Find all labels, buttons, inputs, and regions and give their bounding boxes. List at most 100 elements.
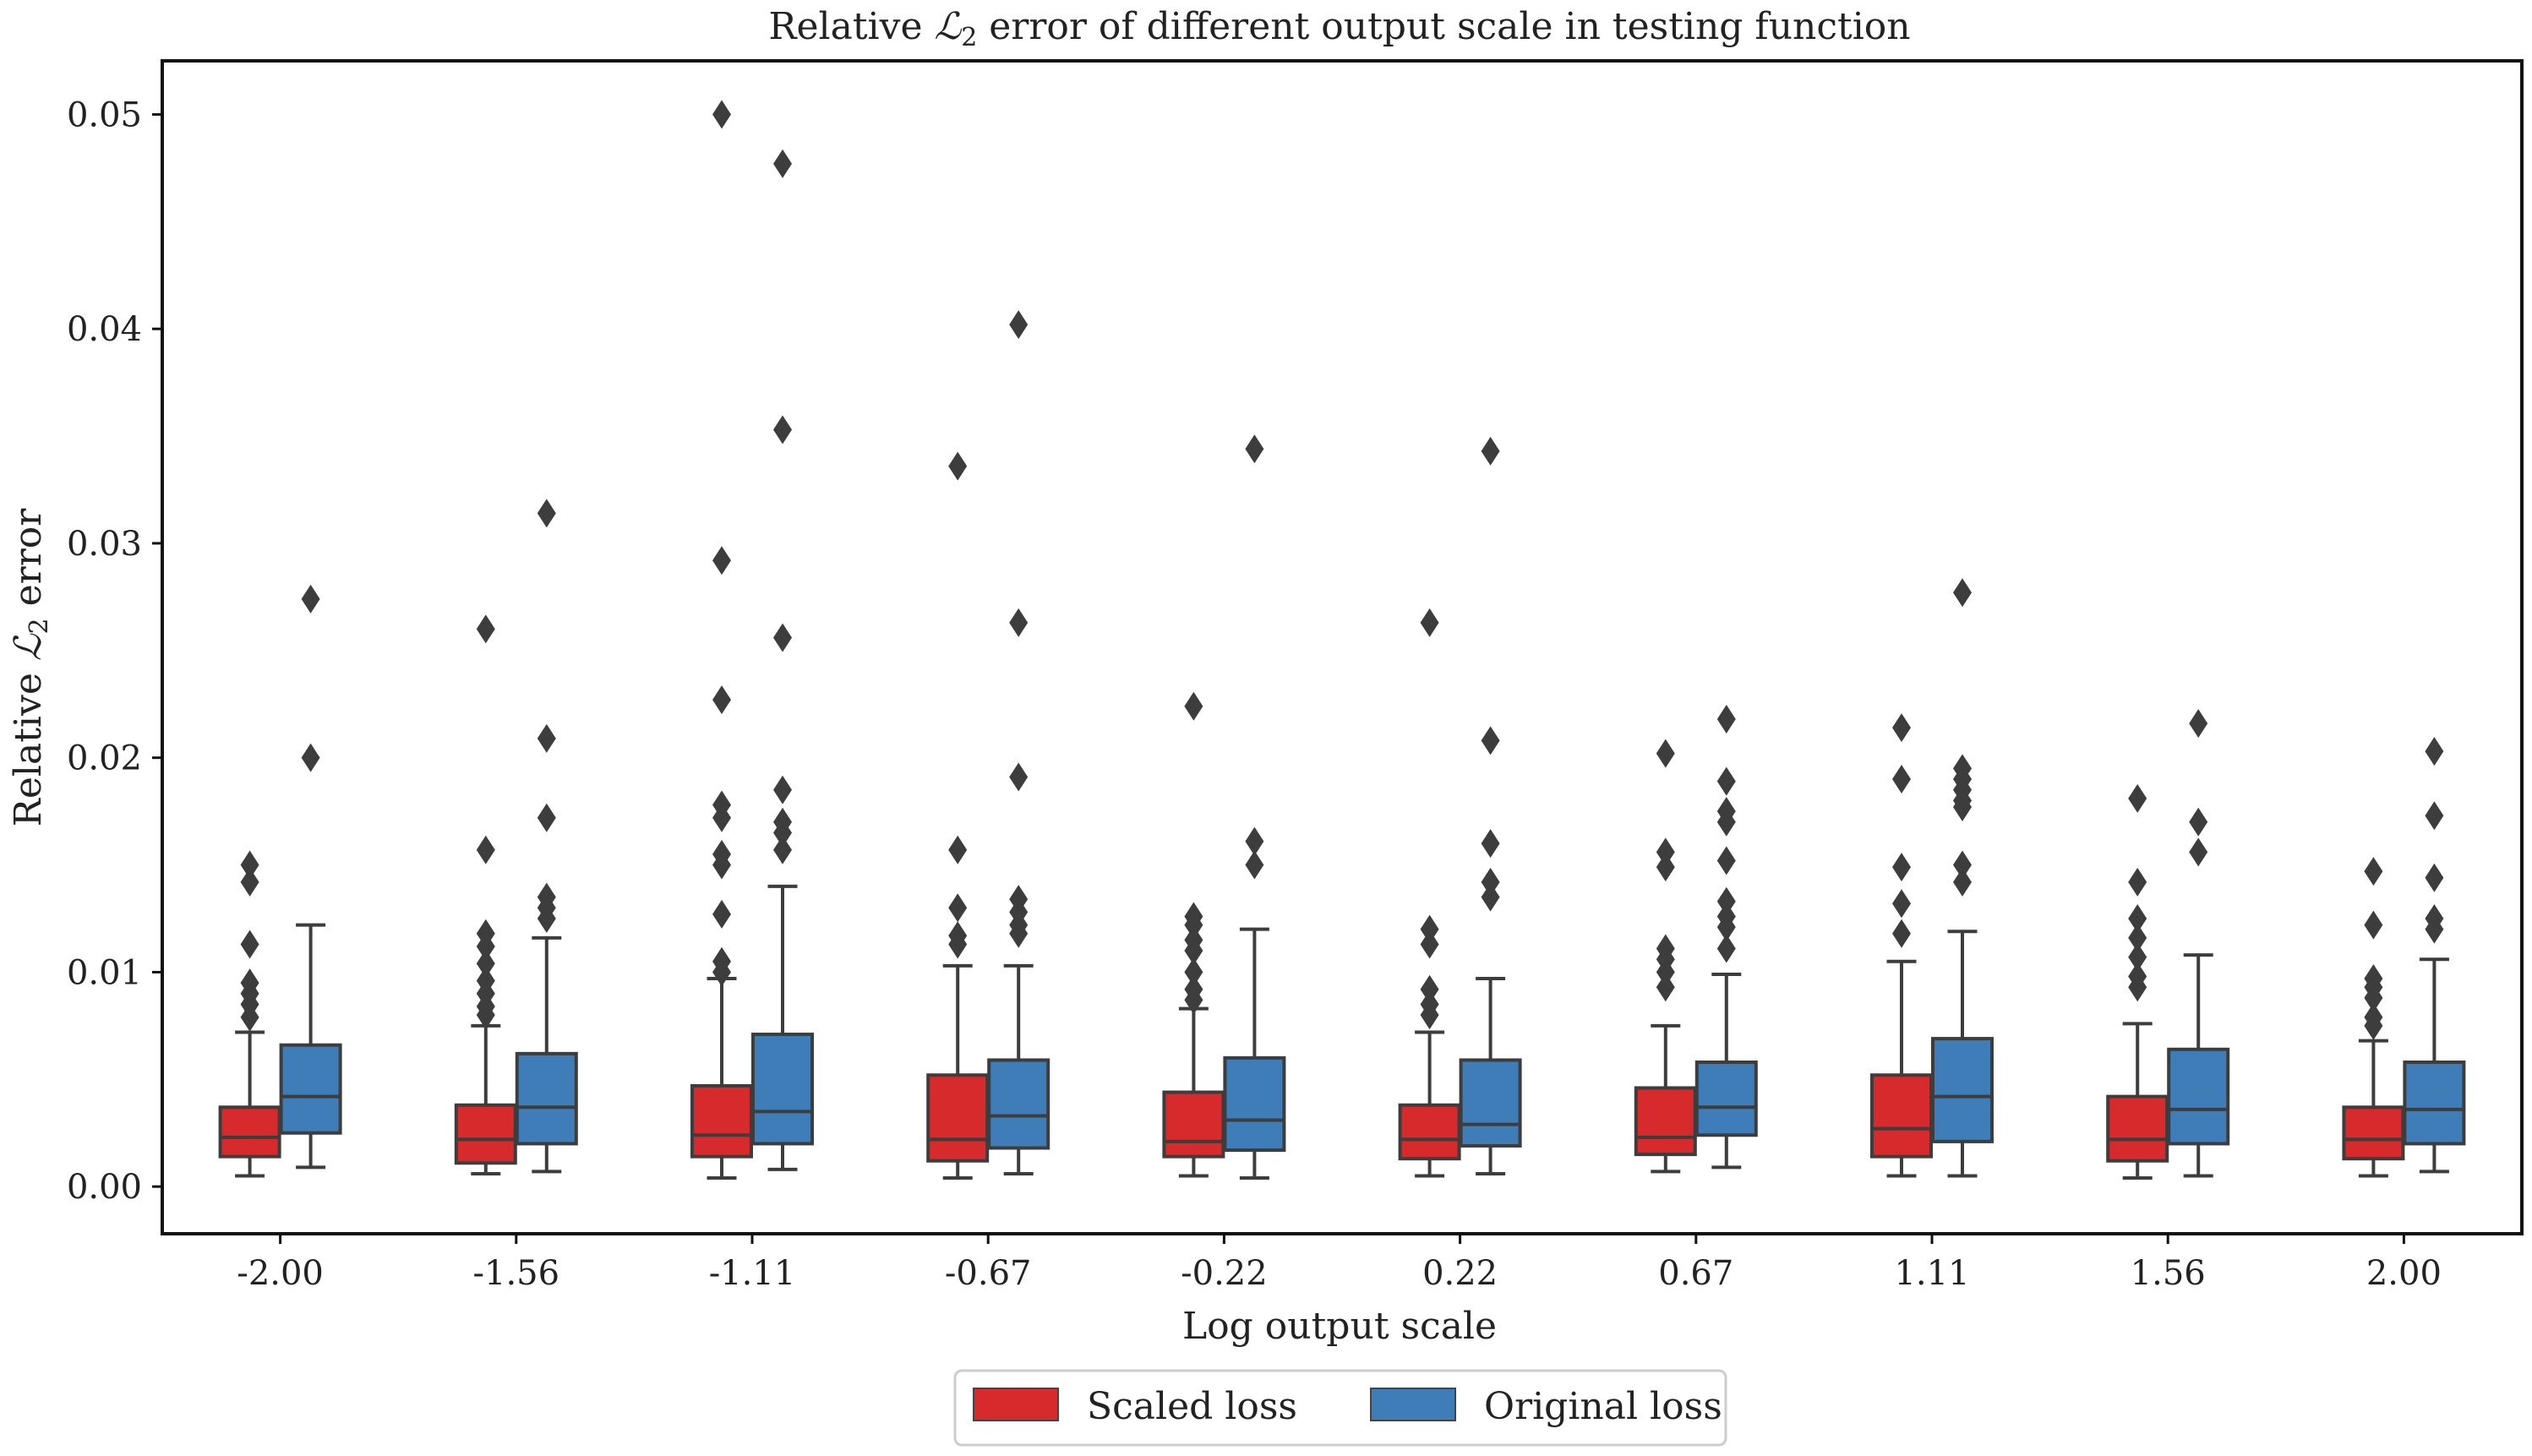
iqr-box <box>1398 1103 1461 1161</box>
x-tick-label: -0.67 <box>945 1254 1032 1293</box>
outlier-point <box>2128 923 2147 952</box>
iqr-box <box>1870 1073 1933 1159</box>
outlier-point <box>537 903 556 933</box>
box--2.00 <box>279 584 342 1170</box>
box-1.56 <box>2167 709 2230 1178</box>
outlier-point <box>1245 850 1264 880</box>
outlier-point <box>2128 903 2147 933</box>
box-0.22 <box>1459 436 1522 1175</box>
outlier-point <box>240 850 259 880</box>
outlier-point <box>1716 913 1736 942</box>
outlier-point <box>1481 436 1500 466</box>
outlier-point <box>773 775 792 804</box>
outlier-point <box>1184 910 1203 940</box>
outlier-point <box>1184 985 1203 1015</box>
x-tick-label: 2.00 <box>2366 1254 2442 1293</box>
outlier-point <box>1481 829 1500 859</box>
outlier-point <box>712 685 731 715</box>
outlier-point <box>1420 608 1439 637</box>
iqr-box <box>1223 1055 1286 1153</box>
outlier-point <box>2189 837 2208 867</box>
iqr-box <box>454 1103 517 1165</box>
outlier-point <box>301 584 320 613</box>
outlier-point <box>240 867 259 897</box>
iqr-box <box>2167 1047 2230 1146</box>
outlier-point <box>1656 853 1675 882</box>
x-tick-label: -1.56 <box>473 1254 560 1293</box>
outlier-point <box>1716 886 1736 916</box>
outlier-point <box>712 957 731 987</box>
box-1.56 <box>2106 783 2169 1181</box>
box--2.00 <box>218 850 281 1178</box>
outlier-point <box>1245 434 1264 464</box>
outlier-point <box>2425 801 2444 831</box>
box--1.56 <box>454 614 517 1175</box>
box--1.11 <box>690 100 753 1181</box>
y-axis-title: Relative ℒ2 error <box>7 508 54 826</box>
iqr-box <box>926 1073 990 1163</box>
outlier-point <box>773 415 792 444</box>
outlier-point <box>1716 766 1736 796</box>
x-tick-label: 0.22 <box>1422 1254 1498 1293</box>
chart-title: Relative ℒ2 error of different output sc… <box>768 5 1910 52</box>
outlier-point <box>1892 713 1911 743</box>
y-tick-label: 0.02 <box>67 739 142 778</box>
box-2.00 <box>2342 857 2405 1178</box>
iqr-box <box>987 1058 1050 1150</box>
y-axis-ticks: 0.00 0.01 0.02 0.03 0.04 0.05 <box>67 95 162 1207</box>
iqr-box <box>1162 1090 1225 1159</box>
outlier-point <box>1184 957 1203 987</box>
iqr-box <box>2342 1105 2405 1161</box>
iqr-box <box>2106 1094 2169 1163</box>
outlier-point <box>1716 934 1736 963</box>
legend-frame <box>953 1369 1727 1447</box>
outlier-point <box>476 1001 495 1030</box>
outlier-point <box>712 803 731 832</box>
outlier-point <box>2128 942 2147 972</box>
iqr-box <box>1459 1058 1522 1148</box>
outlier-point <box>1716 705 1736 734</box>
outlier-point <box>948 835 968 864</box>
iqr-box <box>2403 1061 2466 1146</box>
plot-frame <box>161 59 2524 1235</box>
outlier-point <box>2189 807 2208 837</box>
outlier-point <box>476 835 495 864</box>
outlier-point <box>1184 691 1203 721</box>
series-original-loss <box>279 149 2466 1181</box>
outlier-point <box>2128 973 2147 1002</box>
box-2.00 <box>2403 737 2466 1174</box>
x-tick-label: 0.67 <box>1658 1254 1733 1293</box>
outlier-point <box>301 743 320 772</box>
legend-swatch-original-loss <box>1370 1388 1456 1421</box>
outlier-point <box>712 100 731 129</box>
outlier-point <box>537 803 556 832</box>
outlier-point <box>712 546 731 575</box>
outlier-point <box>2128 783 2147 813</box>
outlier-point <box>1009 310 1029 340</box>
x-axis-title: Log output scale <box>1182 1305 1497 1348</box>
outlier-point <box>1892 853 1911 882</box>
outlier-point <box>2425 914 2444 944</box>
outlier-point <box>2425 863 2444 892</box>
outlier-point <box>1420 974 1439 1004</box>
outlier-point <box>1656 837 1675 867</box>
outlier-point <box>1184 936 1203 966</box>
outlier-point <box>2128 867 2147 897</box>
outlier-point <box>240 930 259 959</box>
box--1.11 <box>751 149 814 1171</box>
outlier-point <box>712 850 731 880</box>
legend-label-original-loss: Original loss <box>1484 1385 1722 1428</box>
outlier-point <box>1009 762 1029 792</box>
outlier-point <box>476 931 495 961</box>
outlier-point <box>2364 983 2383 1012</box>
outlier-point <box>773 818 792 848</box>
box-1.11 <box>1870 713 1933 1178</box>
box-1.11 <box>1931 578 1994 1178</box>
box-0.67 <box>1694 705 1758 1170</box>
iqr-box <box>279 1043 342 1135</box>
outlier-point <box>1481 726 1500 755</box>
outlier-point <box>773 623 792 652</box>
outlier-point <box>1420 1001 1439 1030</box>
y-tick-label: 0.00 <box>67 1168 142 1207</box>
